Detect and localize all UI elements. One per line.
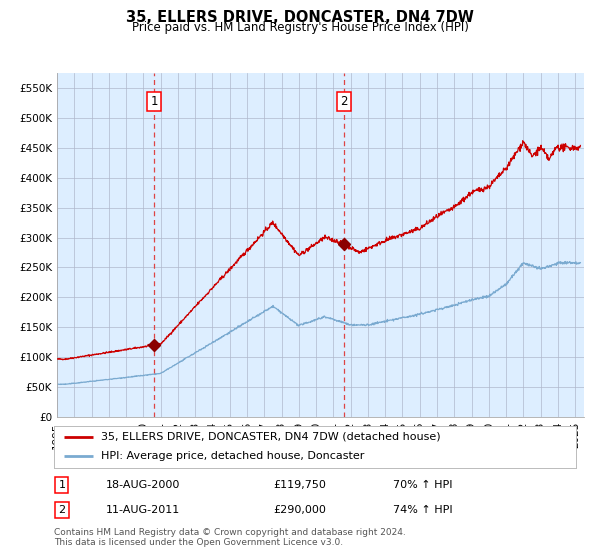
- Text: 2: 2: [58, 505, 65, 515]
- Text: 70% ↑ HPI: 70% ↑ HPI: [394, 480, 453, 490]
- Text: 11-AUG-2011: 11-AUG-2011: [106, 505, 181, 515]
- Text: £119,750: £119,750: [273, 480, 326, 490]
- Text: 35, ELLERS DRIVE, DONCASTER, DN4 7DW (detached house): 35, ELLERS DRIVE, DONCASTER, DN4 7DW (de…: [101, 432, 440, 442]
- Text: 1: 1: [58, 480, 65, 490]
- Text: 18-AUG-2000: 18-AUG-2000: [106, 480, 181, 490]
- Text: 74% ↑ HPI: 74% ↑ HPI: [394, 505, 453, 515]
- Text: 1: 1: [151, 95, 158, 108]
- Text: Price paid vs. HM Land Registry's House Price Index (HPI): Price paid vs. HM Land Registry's House …: [131, 21, 469, 34]
- Text: £290,000: £290,000: [273, 505, 326, 515]
- Text: HPI: Average price, detached house, Doncaster: HPI: Average price, detached house, Donc…: [101, 451, 364, 461]
- Text: 2: 2: [340, 95, 348, 108]
- Text: 35, ELLERS DRIVE, DONCASTER, DN4 7DW: 35, ELLERS DRIVE, DONCASTER, DN4 7DW: [126, 10, 474, 25]
- Text: Contains HM Land Registry data © Crown copyright and database right 2024.
This d: Contains HM Land Registry data © Crown c…: [54, 528, 406, 548]
